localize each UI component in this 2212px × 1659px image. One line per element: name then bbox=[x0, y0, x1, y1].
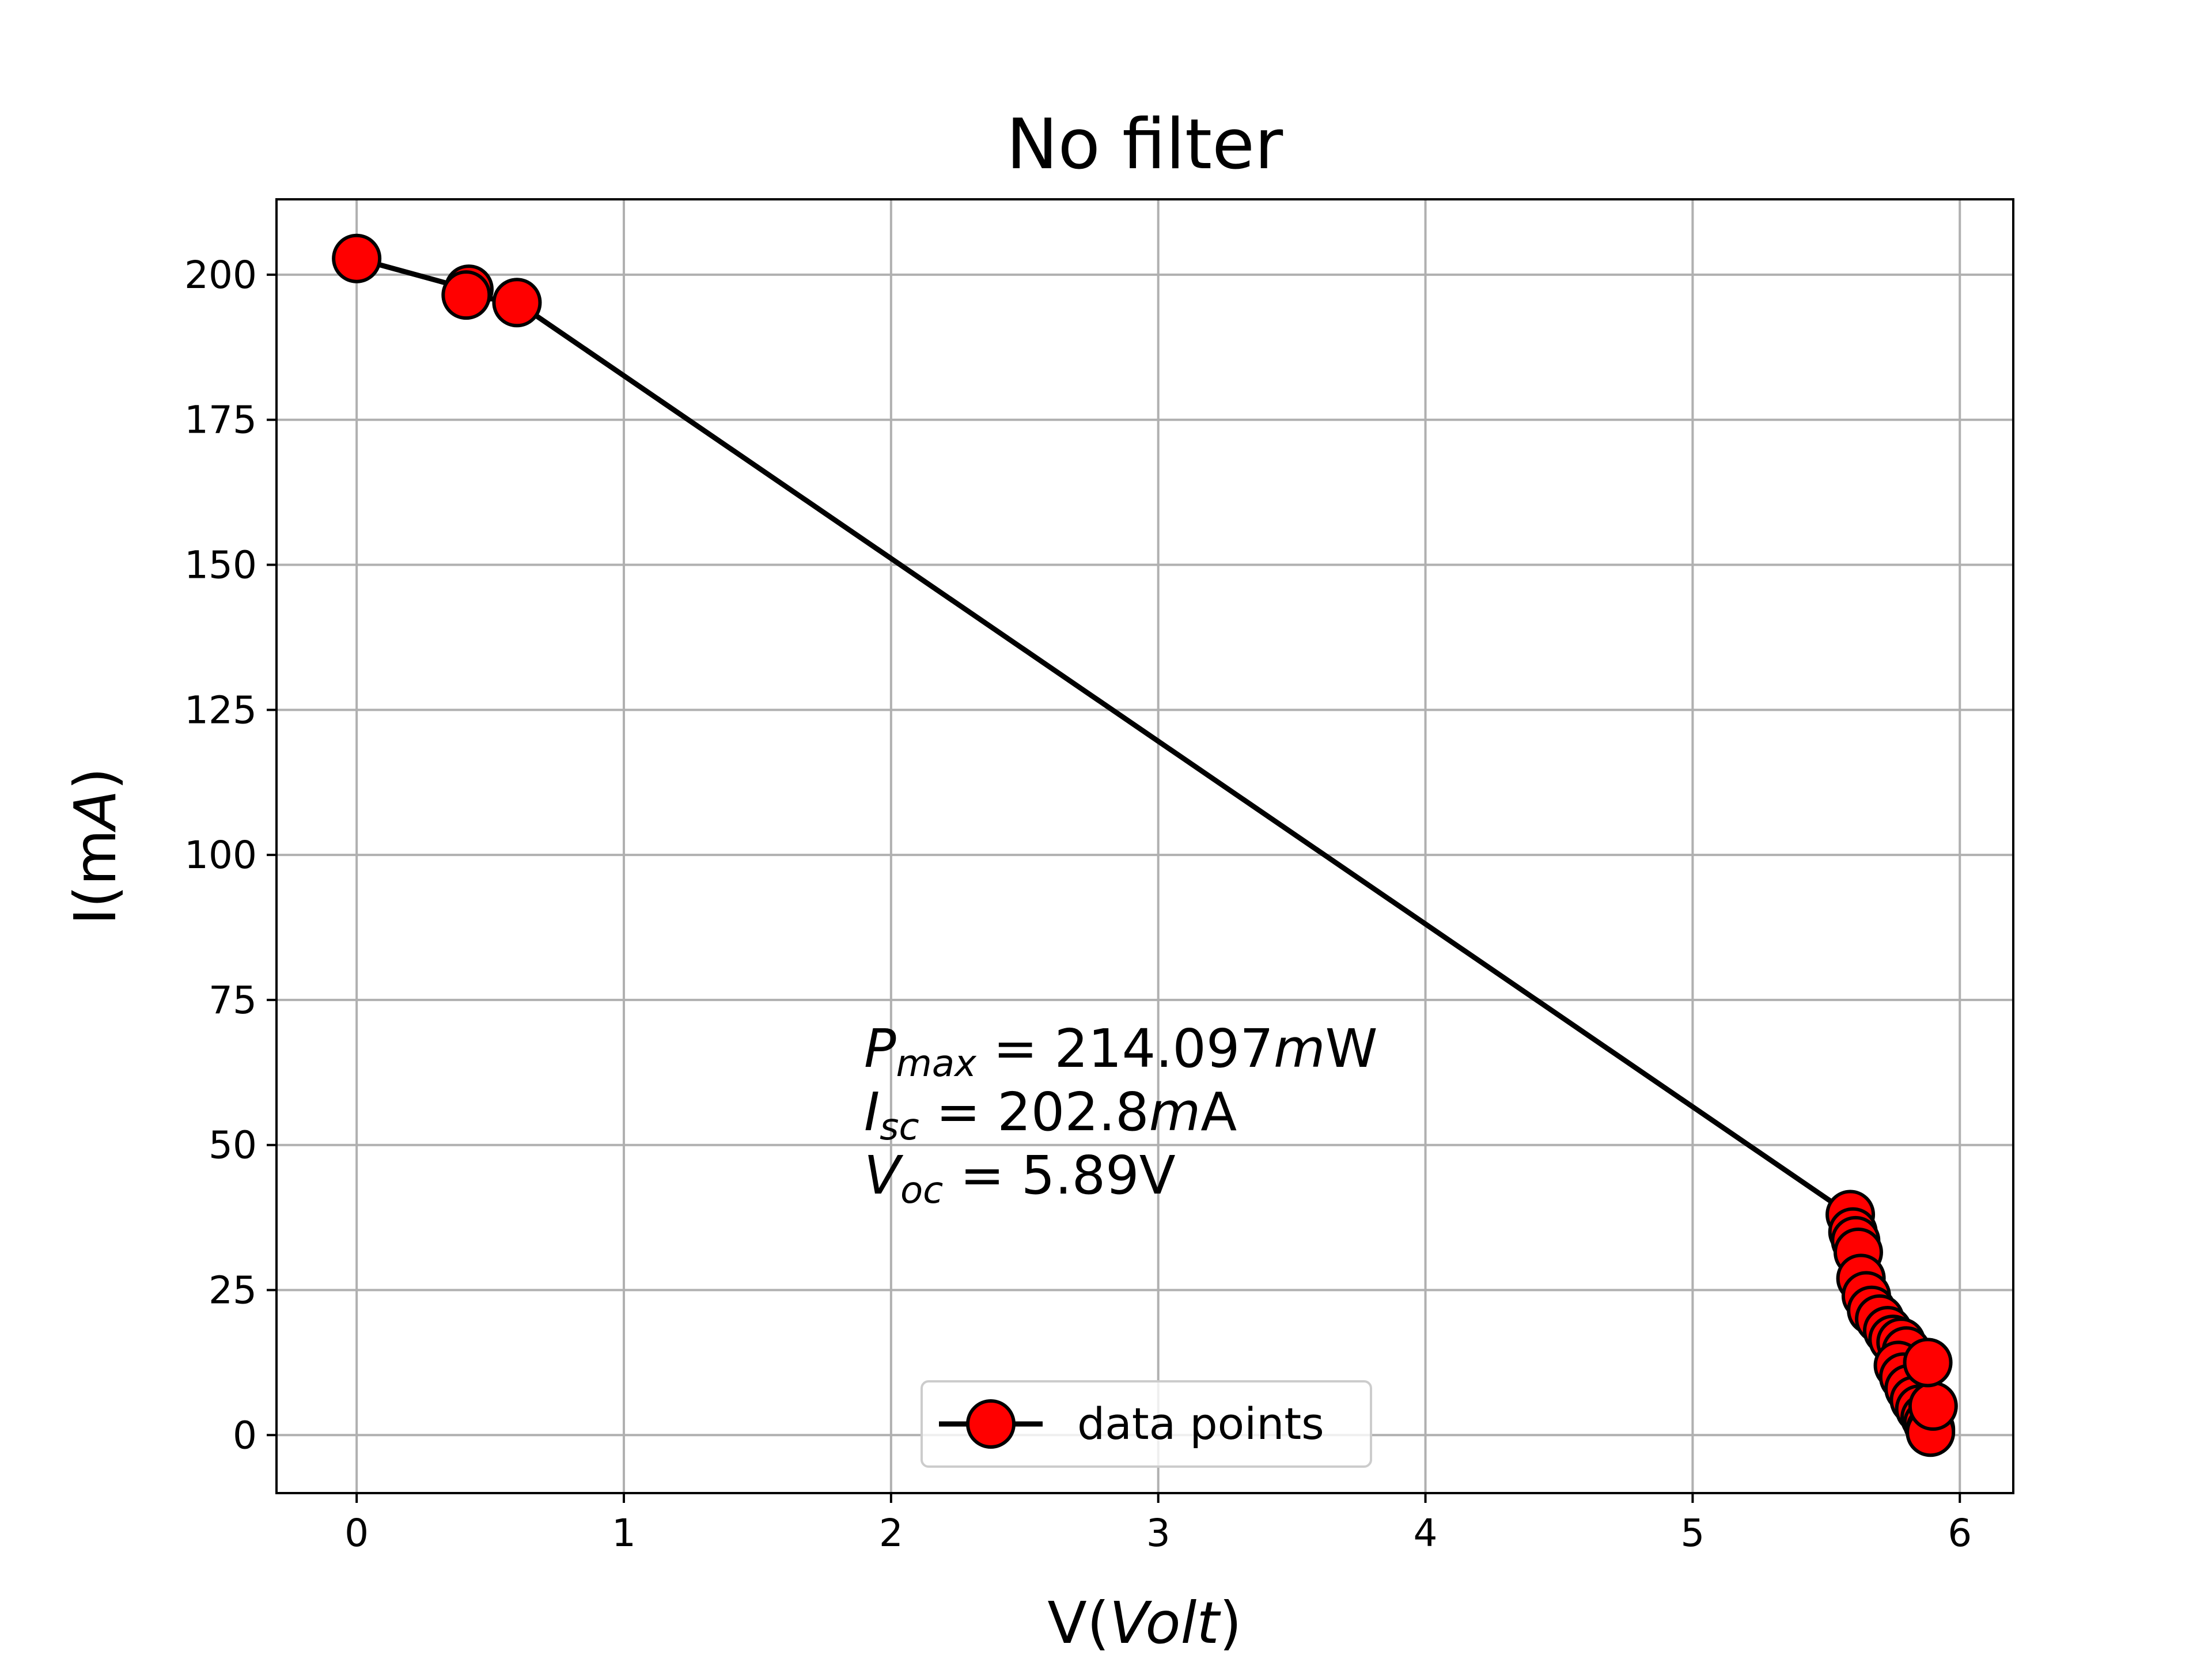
x-tick-label: 2 bbox=[879, 1511, 903, 1555]
x-tick-label: 6 bbox=[1948, 1511, 1972, 1555]
y-tick-label: 150 bbox=[184, 543, 257, 588]
data-point-marker bbox=[441, 270, 491, 320]
voc-annotation: Voc = 5.89V bbox=[864, 1145, 1176, 1212]
x-tick-label: 4 bbox=[1414, 1511, 1438, 1555]
y-tick-label: 175 bbox=[184, 398, 257, 442]
y-axis-title: I(mA) bbox=[62, 767, 129, 925]
y-tick-label: 0 bbox=[233, 1413, 257, 1457]
x-tick-label: 1 bbox=[612, 1511, 636, 1555]
isc-annotation: Isc = 202.8mA bbox=[864, 1081, 1237, 1149]
legend-box bbox=[921, 1380, 1372, 1468]
data-point-marker bbox=[492, 278, 542, 328]
data-point-marker bbox=[332, 233, 382, 283]
plot-frame bbox=[275, 198, 2014, 1494]
axis-ticks: 0 1 2 3 4 5 6 0 25 50 75 100 125 150 175 200 bbox=[184, 253, 1972, 1555]
y-tick-label: 125 bbox=[184, 688, 257, 732]
x-tick-label: 3 bbox=[1146, 1511, 1171, 1555]
x-tick-label: 0 bbox=[344, 1511, 369, 1555]
legend-marker-swatch bbox=[966, 1399, 1016, 1449]
y-tick-label: 50 bbox=[209, 1123, 257, 1168]
pmax-annotation: Pmax = 214.097mW bbox=[864, 1018, 1378, 1085]
y-tick-label: 25 bbox=[209, 1268, 257, 1312]
chart-title: No filter bbox=[1006, 105, 1283, 185]
data-series bbox=[332, 233, 1958, 1457]
grid-lines bbox=[276, 199, 2013, 1493]
data-point-marker bbox=[1903, 1338, 1953, 1388]
legend: data points bbox=[921, 1380, 1372, 1468]
y-tick-label: 200 bbox=[184, 253, 257, 297]
x-tick-label: 5 bbox=[1680, 1511, 1705, 1555]
data-point-marker bbox=[1908, 1381, 1958, 1431]
y-tick-label: 75 bbox=[209, 978, 257, 1022]
x-axis-title: V(Volt) bbox=[1047, 1589, 1241, 1657]
y-tick-label: 100 bbox=[184, 833, 257, 877]
pv-summary-annotation: Pmax = 214.097mW Isc = 202.8mA Voc = 5.8… bbox=[864, 1018, 1378, 1212]
legend-label: data points bbox=[1077, 1398, 1324, 1449]
